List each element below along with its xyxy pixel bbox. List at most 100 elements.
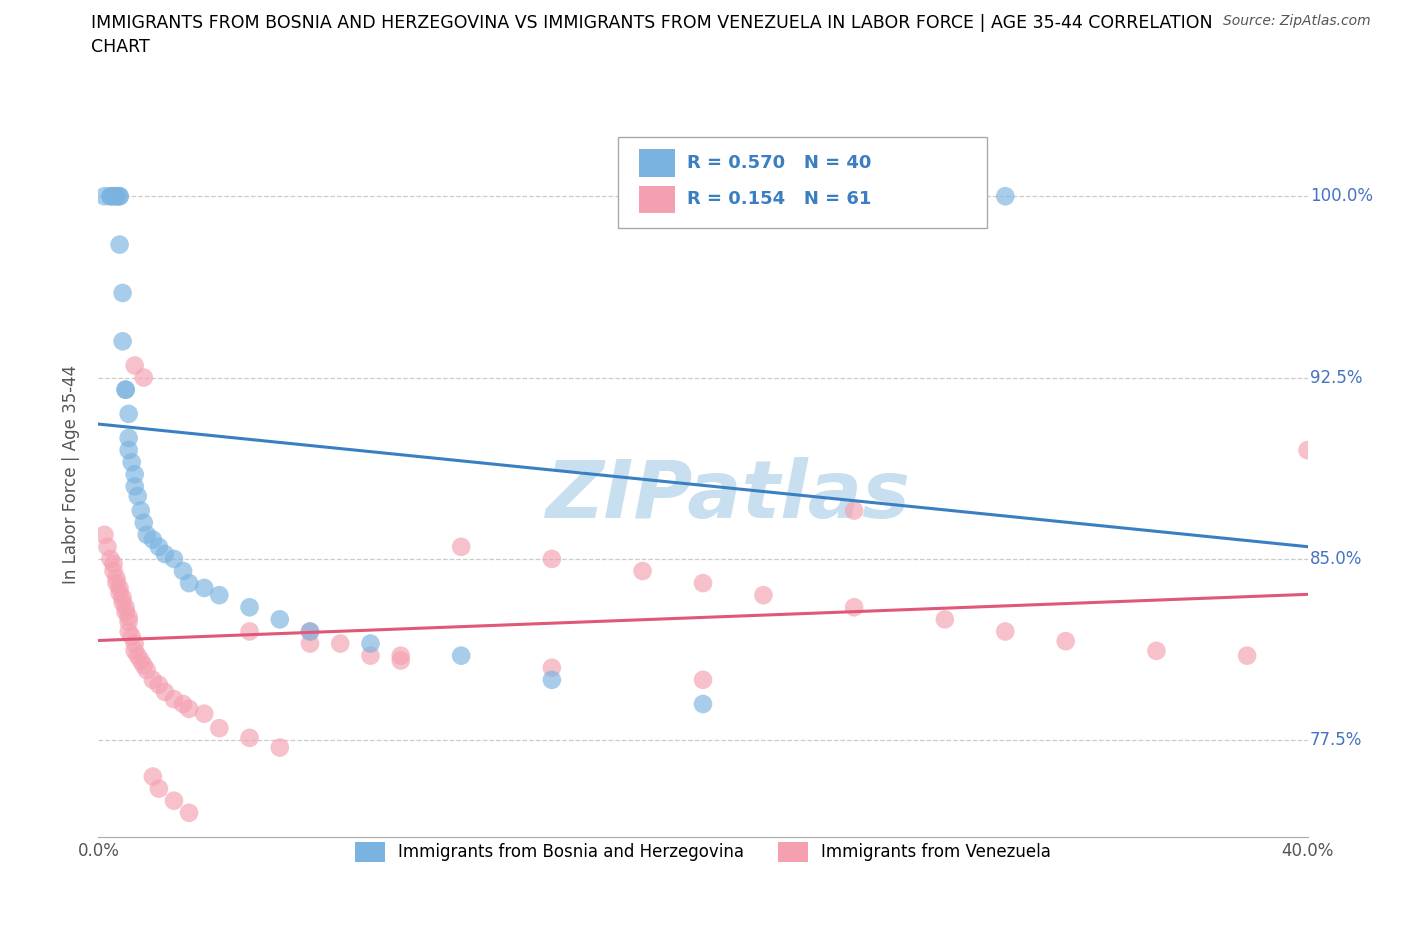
- Point: [692, 672, 714, 687]
- Point: [844, 503, 866, 518]
- Point: [108, 189, 131, 204]
- Point: [540, 551, 562, 566]
- Point: [103, 556, 125, 571]
- Point: [118, 406, 141, 421]
- Point: [124, 644, 146, 658]
- Text: 92.5%: 92.5%: [1310, 368, 1362, 387]
- Point: [111, 334, 134, 349]
- Point: [540, 672, 562, 687]
- Point: [121, 455, 143, 470]
- Point: [118, 615, 141, 630]
- Point: [124, 358, 146, 373]
- Point: [163, 692, 186, 707]
- Point: [108, 237, 131, 252]
- Legend: Immigrants from Bosnia and Herzegovina, Immigrants from Venezuela: Immigrants from Bosnia and Herzegovina, …: [349, 835, 1057, 869]
- Point: [142, 672, 165, 687]
- Point: [934, 612, 956, 627]
- Point: [1054, 633, 1077, 648]
- Point: [239, 600, 262, 615]
- Point: [103, 564, 125, 578]
- Point: [269, 740, 291, 755]
- Point: [239, 730, 262, 745]
- Point: [142, 532, 165, 547]
- Point: [148, 781, 170, 796]
- Point: [172, 697, 194, 711]
- Point: [360, 648, 382, 663]
- Point: [148, 677, 170, 692]
- Point: [111, 595, 134, 610]
- Point: [111, 286, 134, 300]
- Point: [103, 189, 125, 204]
- Point: [360, 636, 382, 651]
- Point: [299, 624, 322, 639]
- Point: [163, 793, 186, 808]
- Point: [193, 580, 215, 595]
- Point: [153, 684, 176, 699]
- Point: [129, 503, 152, 518]
- Point: [129, 653, 152, 668]
- Point: [124, 479, 146, 494]
- Point: [208, 721, 231, 736]
- Point: [752, 588, 775, 603]
- Text: 100.0%: 100.0%: [1310, 187, 1374, 206]
- Point: [844, 600, 866, 615]
- Point: [179, 805, 201, 820]
- Point: [100, 189, 122, 204]
- Point: [153, 547, 176, 562]
- Point: [389, 653, 412, 668]
- Point: [148, 539, 170, 554]
- Point: [118, 431, 141, 445]
- Point: [193, 706, 215, 721]
- Text: Source: ZipAtlas.com: Source: ZipAtlas.com: [1223, 14, 1371, 28]
- Point: [127, 648, 149, 663]
- Point: [450, 648, 472, 663]
- Point: [132, 370, 155, 385]
- Point: [93, 189, 115, 204]
- Point: [329, 636, 352, 651]
- Text: ZIPatlas: ZIPatlas: [544, 457, 910, 535]
- Point: [450, 539, 472, 554]
- Point: [994, 189, 1017, 204]
- Point: [118, 443, 141, 458]
- Point: [1144, 644, 1167, 658]
- Text: IMMIGRANTS FROM BOSNIA AND HERZEGOVINA VS IMMIGRANTS FROM VENEZUELA IN LABOR FOR: IMMIGRANTS FROM BOSNIA AND HERZEGOVINA V…: [91, 14, 1213, 56]
- Point: [100, 189, 122, 204]
- Point: [100, 551, 122, 566]
- Text: R = 0.154   N = 61: R = 0.154 N = 61: [688, 191, 872, 208]
- Point: [127, 488, 149, 503]
- Point: [121, 629, 143, 644]
- Point: [1296, 443, 1319, 458]
- Point: [142, 769, 165, 784]
- Bar: [638, 186, 675, 213]
- Point: [540, 660, 562, 675]
- Point: [111, 591, 134, 605]
- Point: [114, 604, 136, 619]
- Point: [105, 576, 128, 591]
- Point: [163, 551, 186, 566]
- Point: [239, 624, 262, 639]
- Point: [299, 636, 322, 651]
- Point: [172, 564, 194, 578]
- Point: [108, 580, 131, 595]
- Point: [108, 189, 131, 204]
- Point: [299, 624, 322, 639]
- Point: [135, 663, 157, 678]
- Point: [132, 515, 155, 530]
- Point: [692, 576, 714, 591]
- Point: [118, 609, 141, 624]
- Point: [269, 612, 291, 627]
- Point: [114, 382, 136, 397]
- FancyBboxPatch shape: [619, 137, 987, 228]
- Point: [108, 585, 131, 600]
- Point: [208, 588, 231, 603]
- Text: 77.5%: 77.5%: [1310, 731, 1362, 750]
- Point: [692, 697, 714, 711]
- Point: [994, 624, 1017, 639]
- Y-axis label: In Labor Force | Age 35-44: In Labor Force | Age 35-44: [62, 365, 80, 584]
- Point: [124, 467, 146, 482]
- Point: [389, 648, 412, 663]
- Point: [114, 600, 136, 615]
- Point: [132, 658, 155, 672]
- Text: 85.0%: 85.0%: [1310, 550, 1362, 568]
- Point: [135, 527, 157, 542]
